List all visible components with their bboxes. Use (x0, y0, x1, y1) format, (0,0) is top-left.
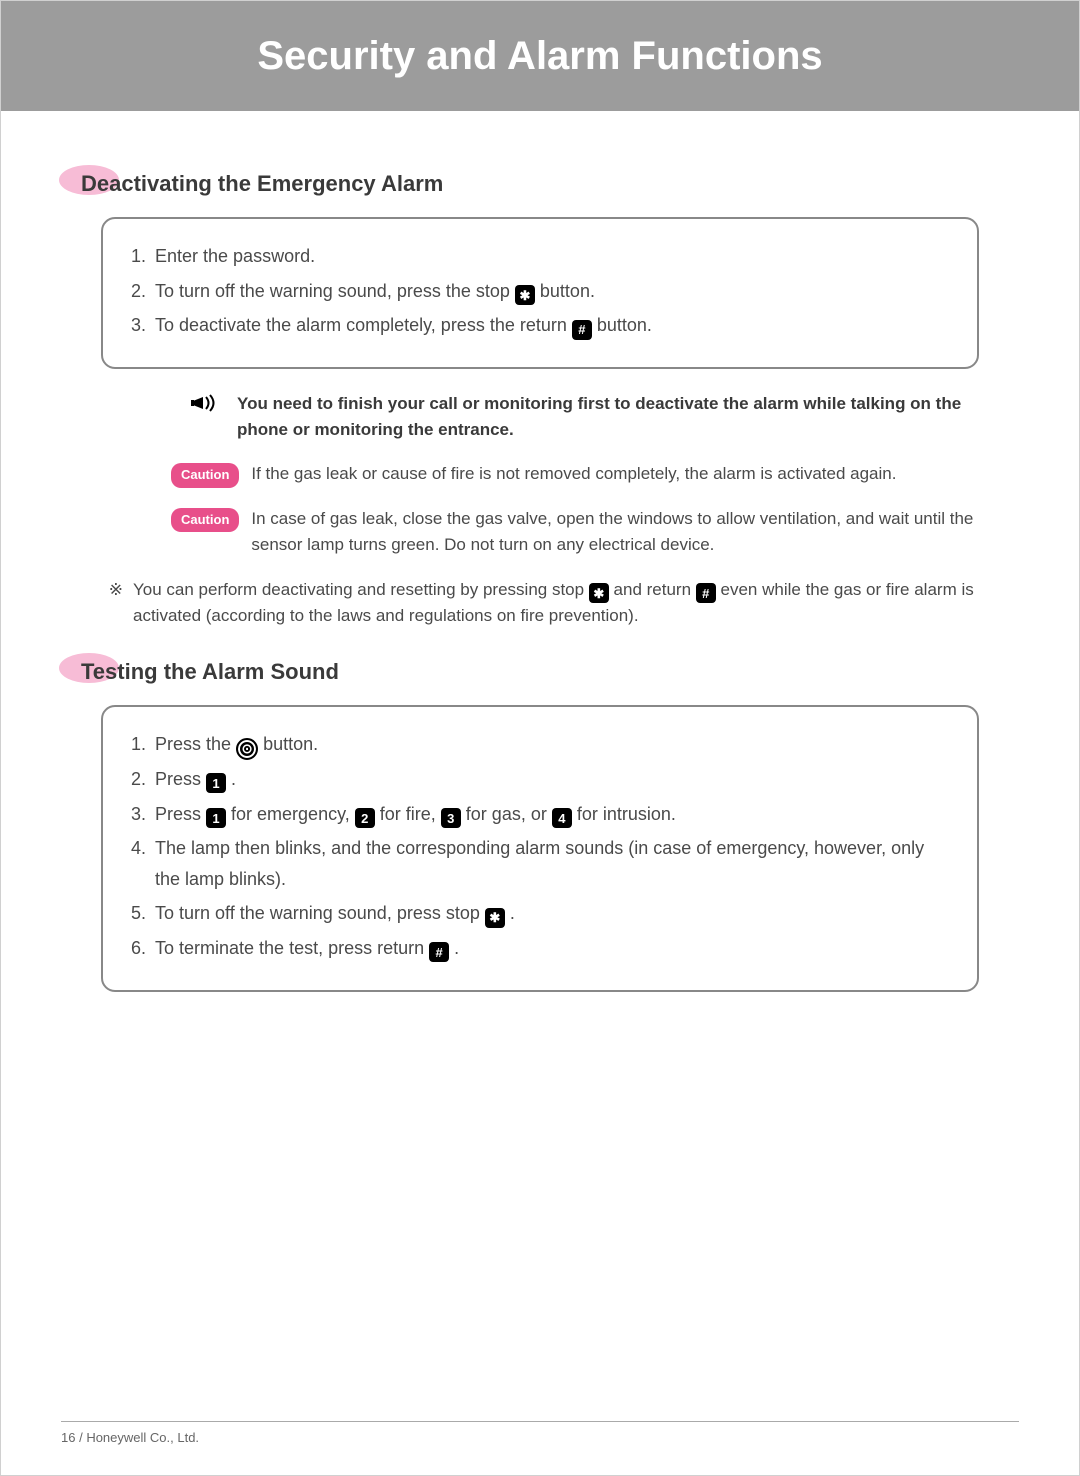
header-band: Security and Alarm Functions (1, 1, 1079, 111)
company-name: Honeywell Co., Ltd. (86, 1430, 199, 1445)
two-key-icon: 2 (355, 808, 375, 828)
note-megaphone: You need to finish your call or monitori… (171, 391, 979, 444)
step-item: 5. To turn off the warning sound, press … (131, 898, 949, 929)
step-text: Press the (155, 734, 236, 754)
step-text: To terminate the test, press return (155, 938, 429, 958)
step-text: button. (263, 734, 318, 754)
hash-key-icon: # (572, 320, 592, 340)
manual-page: Security and Alarm Functions Deactivatin… (0, 0, 1080, 1476)
star-key-icon: ✱ (515, 285, 535, 305)
step-item: 6. To terminate the test, press return #… (131, 933, 949, 964)
section-heading-deactivate: Deactivating the Emergency Alarm (81, 171, 1019, 197)
step-text: Press (155, 769, 201, 789)
step-text: for intrusion. (577, 804, 676, 824)
step-text: for fire, (380, 804, 441, 824)
step-text: . (454, 938, 459, 958)
megaphone-icon (171, 391, 227, 415)
page-number: 16 (61, 1430, 75, 1445)
section-heading-testing: Testing the Alarm Sound (81, 659, 1019, 685)
one-key-icon: 1 (206, 808, 226, 828)
reference-note: ※ You can perform deactivating and reset… (101, 577, 979, 630)
step-text: button. (540, 281, 595, 301)
page-footer: 16 / Honeywell Co., Ltd. (61, 1421, 1019, 1445)
step-item: 3. Press 1 for emergency, 2 for fire, 3 … (131, 799, 949, 830)
step-item: 2. To turn off the warning sound, press … (131, 276, 949, 307)
caution-row: Caution In case of gas leak, close the g… (171, 506, 979, 559)
reference-text: You can perform deactivating and resetti… (133, 577, 979, 630)
one-key-icon: 1 (206, 773, 226, 793)
step-item: 4. The lamp then blinks, and the corresp… (131, 833, 949, 894)
step-text: To turn off the warning sound, press sto… (155, 903, 485, 923)
four-key-icon: 4 (552, 808, 572, 828)
step-text: . (231, 769, 236, 789)
caution-row: Caution If the gas leak or cause of fire… (171, 461, 979, 487)
caution-text: In case of gas leak, close the gas valve… (251, 506, 979, 559)
step-text: button. (597, 315, 652, 335)
ref-seg: and return (614, 580, 696, 599)
hash-key-icon: # (429, 942, 449, 962)
step-text: for gas, or (466, 804, 552, 824)
heading-text: Deactivating the Emergency Alarm (81, 171, 443, 196)
step-text: Enter the password. (155, 246, 315, 266)
step-text: The lamp then blinks, and the correspond… (155, 838, 924, 889)
caution-badge: Caution (171, 508, 239, 532)
step-text: Press (155, 804, 206, 824)
star-key-icon: ✱ (589, 583, 609, 603)
note-text: You need to finish your call or monitori… (237, 391, 979, 444)
footer-sep: / (75, 1430, 86, 1445)
step-text: To turn off the warning sound, press the… (155, 281, 515, 301)
notes-block: You need to finish your call or monitori… (171, 391, 979, 630)
menu-key-icon: ⊙ (236, 738, 258, 760)
heading-text: Testing the Alarm Sound (81, 659, 339, 684)
hash-key-icon: # (696, 583, 716, 603)
ref-seg: You can perform deactivating and resetti… (133, 580, 589, 599)
content-area: Deactivating the Emergency Alarm 1. Ente… (1, 111, 1079, 992)
caution-text: If the gas leak or cause of fire is not … (251, 461, 979, 487)
steps-box-deactivate: 1. Enter the password. 2. To turn off th… (101, 217, 979, 369)
step-item: 2. Press 1 . (131, 764, 949, 795)
steps-box-testing: 1. Press the ⊙ button. 2. Press 1 . 3. P… (101, 705, 979, 991)
steps-list: 1. Enter the password. 2. To turn off th… (131, 241, 949, 341)
step-item: 3. To deactivate the alarm completely, p… (131, 310, 949, 341)
step-item: 1. Enter the password. (131, 241, 949, 272)
step-text: . (510, 903, 515, 923)
step-text: To deactivate the alarm completely, pres… (155, 315, 572, 335)
star-key-icon: ✱ (485, 908, 505, 928)
caution-badge: Caution (171, 463, 239, 487)
page-title: Security and Alarm Functions (257, 34, 822, 79)
steps-list: 1. Press the ⊙ button. 2. Press 1 . 3. P… (131, 729, 949, 963)
three-key-icon: 3 (441, 808, 461, 828)
reference-mark-icon: ※ (101, 577, 123, 603)
step-item: 1. Press the ⊙ button. (131, 729, 949, 760)
step-text: for emergency, (231, 804, 355, 824)
